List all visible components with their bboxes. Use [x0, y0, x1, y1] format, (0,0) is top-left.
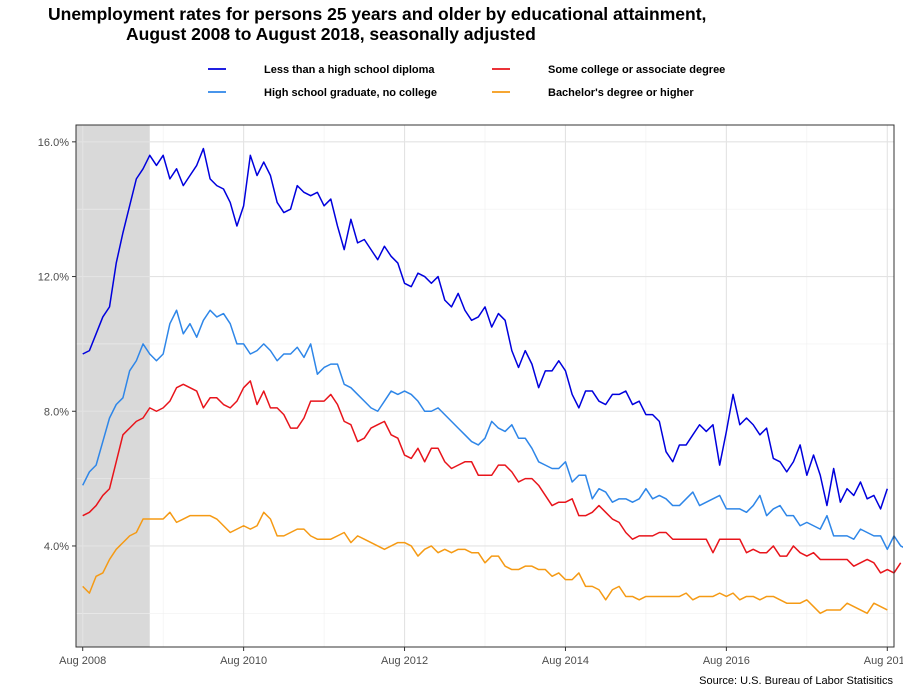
chart-title-line-2: August 2008 to August 2018, seasonally a…	[126, 24, 536, 44]
x-tick-label: Aug 2012	[381, 655, 428, 667]
legend-label-1: High school graduate, no college	[264, 87, 437, 99]
y-tick-label: 12.0%	[38, 272, 69, 284]
x-tick-label: Aug 2010	[220, 655, 267, 667]
recession-shade	[76, 125, 150, 647]
legend-label-0: Less than a high school diploma	[264, 64, 435, 76]
series-line-0	[82, 147, 889, 510]
source-note: Source: U.S. Bureau of Labor Statisitics	[699, 675, 893, 687]
legend-label-2: Some college or associate degree	[548, 64, 725, 76]
series-lines	[82, 147, 903, 615]
x-tick-label: Aug 2016	[703, 655, 750, 667]
legend-label-3: Bachelor's degree or higher	[548, 87, 694, 99]
y-tick-label: 16.0%	[38, 137, 69, 149]
recession-shade-layer	[76, 125, 150, 647]
axes: Aug 2008 Aug 2010 Aug 2012 Aug 2014 Aug 2016…	[38, 137, 903, 667]
y-tick-label: 4.0%	[44, 541, 69, 553]
series-line-2	[82, 380, 902, 574]
series-line-1	[82, 309, 903, 551]
gridlines	[76, 125, 894, 647]
x-tick-label: Aug 2018	[864, 655, 903, 667]
series-line-3	[82, 511, 888, 615]
chart-legend: Less than a high school diploma High scho…	[208, 64, 725, 99]
y-tick-label: 8.0%	[44, 406, 69, 418]
x-tick-label: Aug 2008	[59, 655, 106, 667]
plot-border	[75, 124, 895, 648]
chart-title-line-1: Unemployment rates for persons 25 years …	[48, 4, 707, 24]
x-tick-label: Aug 2014	[542, 655, 589, 667]
chart-title: Unemployment rates for persons 25 years …	[48, 4, 706, 44]
